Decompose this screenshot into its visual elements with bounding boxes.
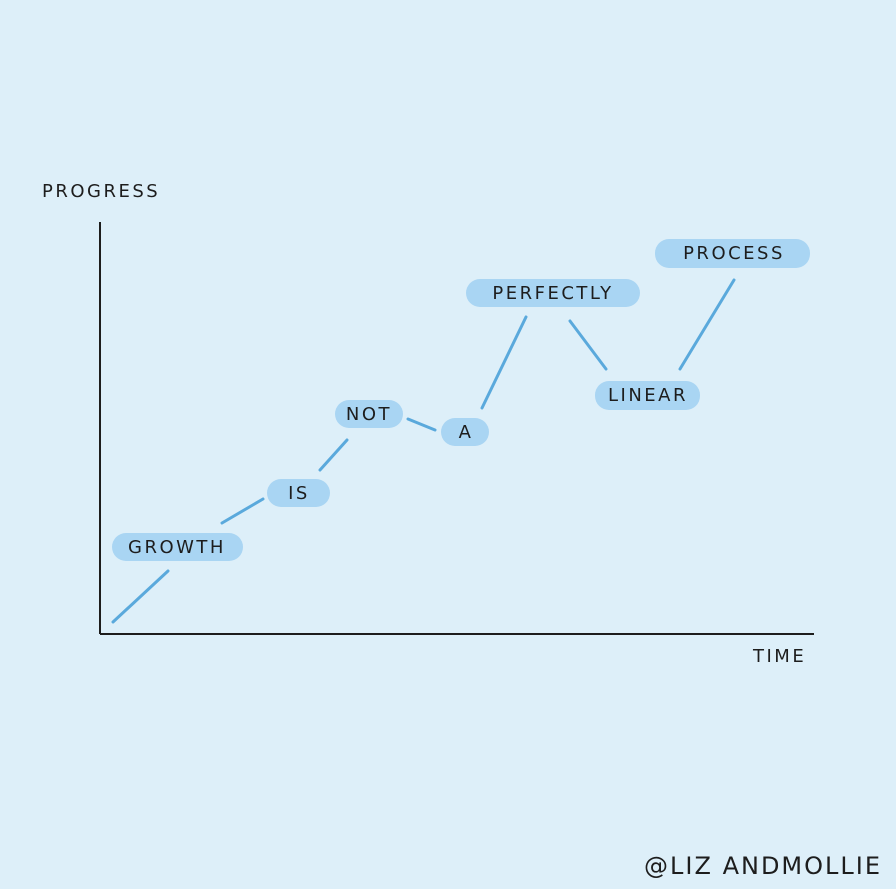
node-label: PERFECTLY <box>492 283 613 304</box>
node: IS <box>267 479 330 507</box>
node-label: PROCESS <box>683 243 785 264</box>
node: GROWTH <box>112 533 243 561</box>
connector <box>318 438 349 472</box>
node: NOT <box>335 400 403 428</box>
connectors <box>111 278 736 624</box>
y-axis-label: PROGRESS <box>42 181 160 202</box>
connector <box>678 278 736 371</box>
node-label: A <box>459 422 474 443</box>
credit: @LIZ ANDMOLLIE <box>644 852 882 880</box>
x-axis-label: TIME <box>752 646 806 667</box>
node-pill <box>466 279 640 307</box>
connector <box>480 315 528 410</box>
connector <box>111 569 170 624</box>
connector <box>406 417 437 432</box>
node: PROCESS <box>655 239 810 268</box>
node-label: NOT <box>346 404 392 425</box>
connector <box>568 319 608 371</box>
node: LINEAR <box>595 381 700 410</box>
node: PERFECTLY <box>466 279 640 307</box>
connector <box>220 497 265 525</box>
node-pill <box>267 479 330 507</box>
node-pill <box>112 533 243 561</box>
node-label: GROWTH <box>128 537 226 558</box>
node: A <box>441 418 489 446</box>
node-pill <box>441 418 489 446</box>
node-label: LINEAR <box>608 385 688 406</box>
node-pill <box>655 239 810 268</box>
node-label: IS <box>288 483 310 504</box>
node-pill <box>335 400 403 428</box>
node-pill <box>595 381 700 410</box>
